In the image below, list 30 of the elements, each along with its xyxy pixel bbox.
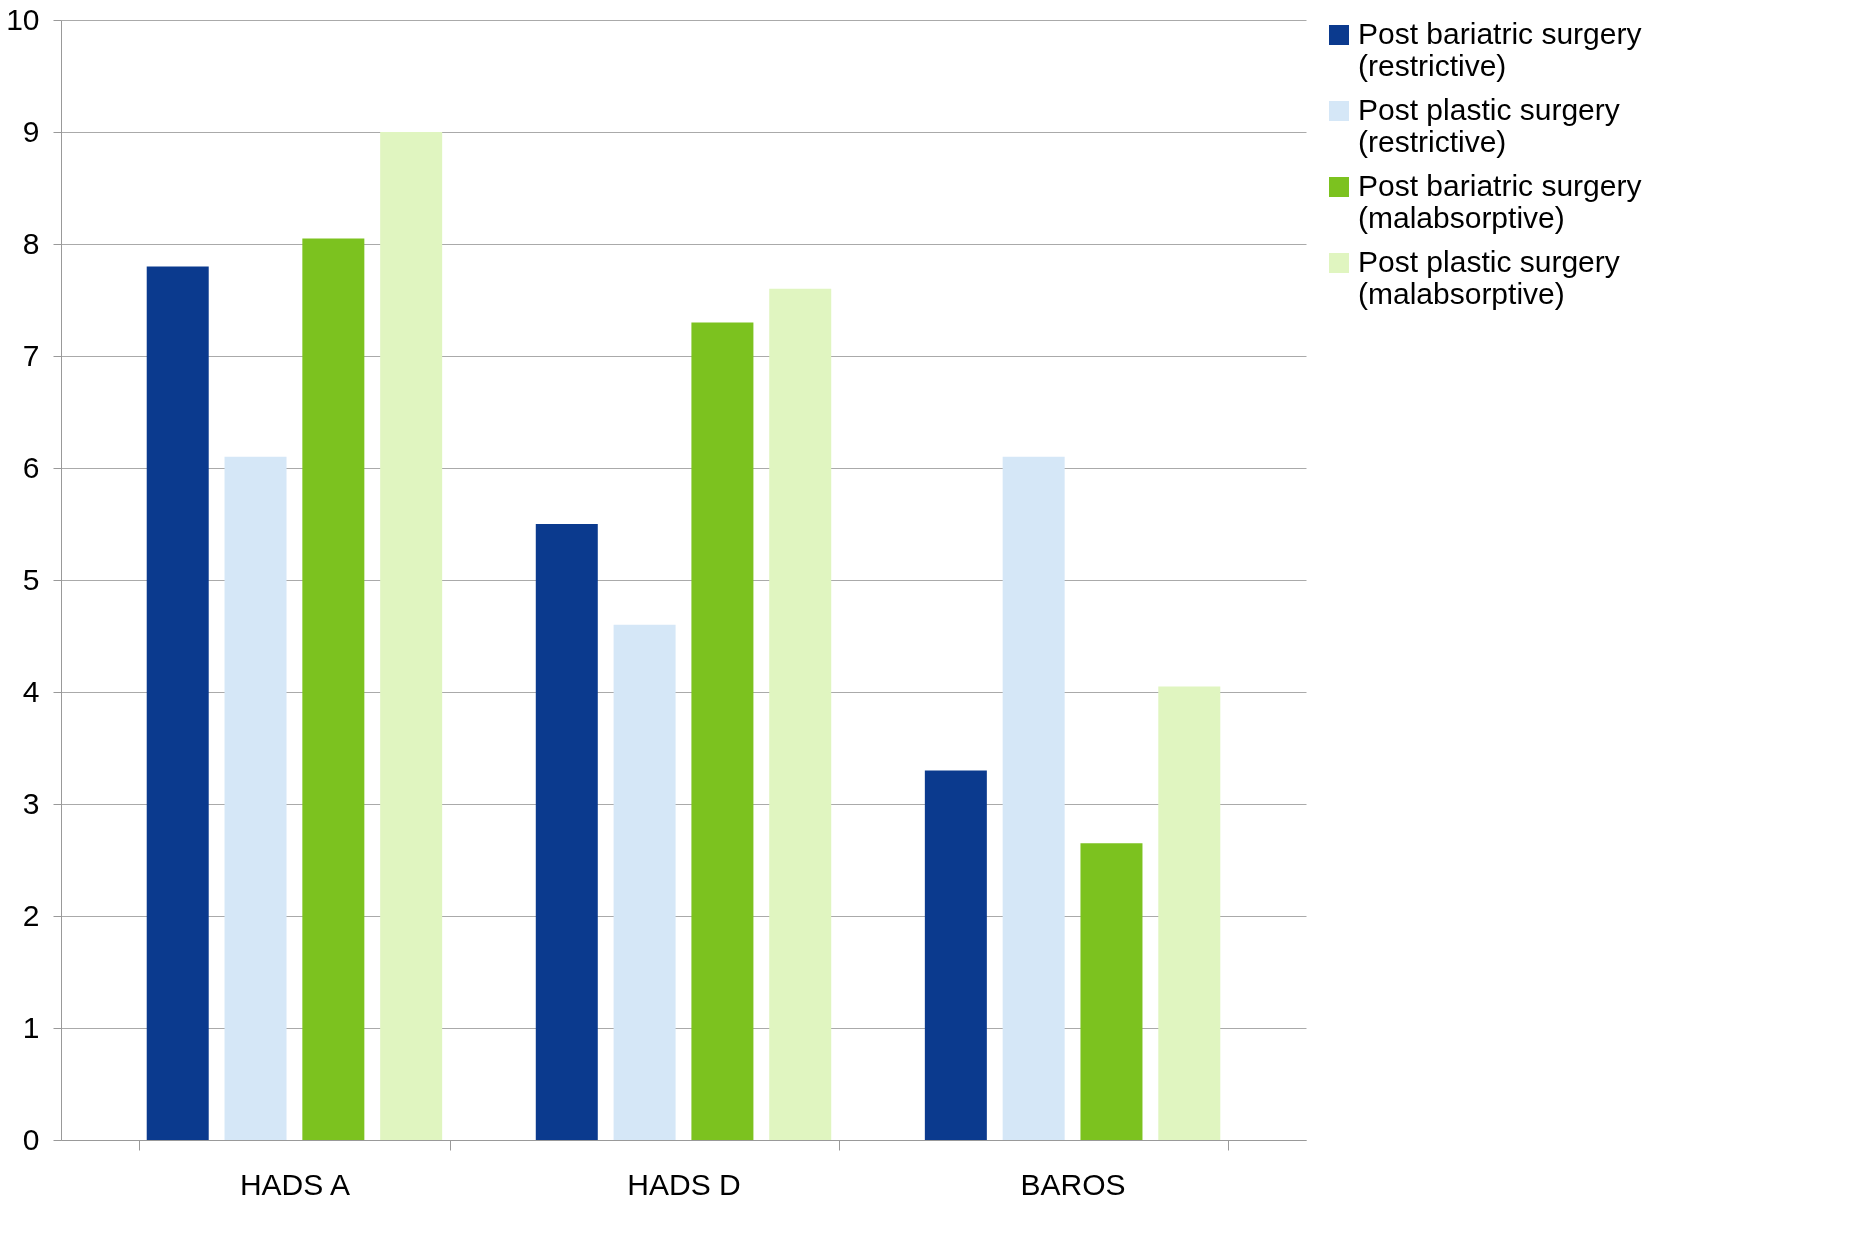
bar (691, 322, 754, 1140)
bar (1080, 843, 1143, 1140)
bar (224, 456, 287, 1140)
y-tick-label: 6 (22, 450, 40, 484)
legend-label: Post bariatric surgery (restrictive) (1358, 17, 1642, 82)
bar (302, 238, 365, 1140)
bar (1158, 686, 1221, 1140)
bar (769, 288, 832, 1140)
y-tick-label: 0 (22, 1122, 40, 1156)
bar (613, 624, 676, 1140)
x-tick-label: HADS D (627, 1167, 741, 1201)
y-tick-label: 7 (22, 338, 40, 372)
y-tick-label: 5 (22, 562, 40, 596)
legend-label: Post plastic surgery (malabsorptive) (1358, 245, 1620, 310)
bar (1002, 456, 1065, 1140)
legend-label: Post plastic surgery (restrictive) (1358, 93, 1620, 158)
bar (535, 524, 598, 1140)
bar (146, 266, 209, 1140)
y-tick-label: 3 (22, 786, 40, 820)
x-tick-label: HADS A (239, 1167, 350, 1201)
bar (380, 132, 443, 1140)
legend-label: Post bariatric surgery (malabsorptive) (1358, 169, 1642, 234)
y-tick-label: 4 (22, 674, 40, 708)
bar (924, 770, 987, 1140)
y-tick-label: 10 (6, 2, 40, 36)
x-tick-label: BAROS (1020, 1167, 1126, 1201)
y-tick-label: 2 (22, 898, 40, 932)
y-tick-label: 9 (22, 114, 40, 148)
y-tick-label: 8 (22, 226, 40, 260)
y-tick-label: 1 (22, 1010, 40, 1044)
